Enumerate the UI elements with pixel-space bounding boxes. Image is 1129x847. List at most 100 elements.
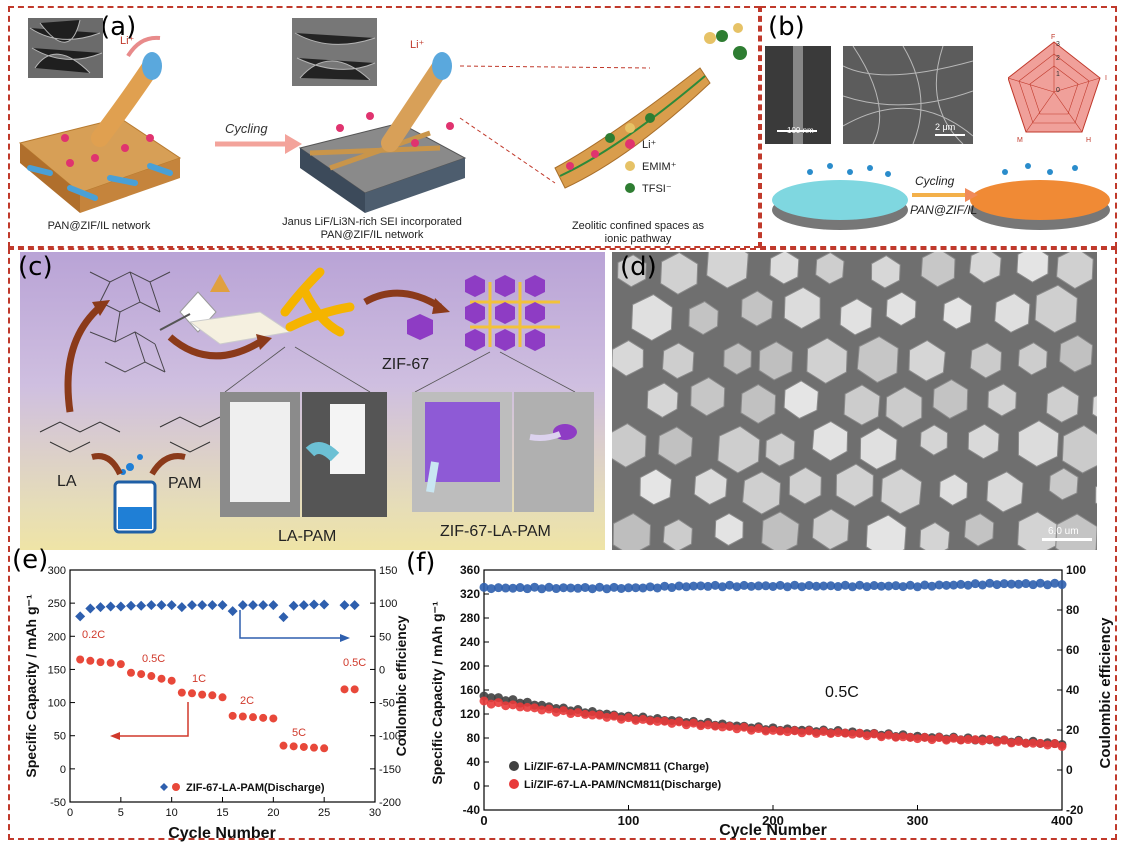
cycling-label-b: Cycling [915,174,955,188]
y-left-tick-label: 40 [467,755,481,769]
y-right-tick-label: -20 [1066,803,1084,817]
zif-crystal [788,466,822,505]
caption-zeolitic-2: ionic pathway [604,233,672,245]
discharge-point [616,714,626,724]
ce-point [537,584,547,594]
ce-point [602,584,612,594]
y-left-tick-label: 300 [48,565,66,577]
y-right-tick-label: 0 [379,664,385,676]
zif-crystal [859,427,898,470]
zif-crystal [963,513,995,547]
discharge-point [681,720,691,730]
y-left-tick-label: 100 [48,698,66,710]
fiber-mesh-2 [298,52,467,213]
discharge-point [522,702,532,712]
ce-point [156,600,167,611]
zif-crystal [742,471,782,515]
zif-crystal [646,382,679,418]
ce-point [739,580,749,590]
discharge-point [862,731,872,741]
ce-point [681,582,691,592]
panel-b-frame [760,6,1117,248]
y-left-tick-label: 120 [460,707,480,721]
discharge-point [746,725,756,735]
annotation-05c: 0.5C [825,684,859,701]
svg-text:3: 3 [1056,41,1060,48]
discharge-point [847,729,857,739]
ce-point [956,579,966,589]
svg-text:H: H [1086,137,1091,144]
discharge-point [631,715,641,725]
discharge-point [1057,741,1067,751]
ce-point [349,600,360,611]
zif-crystal [612,339,644,377]
capacity-point [76,655,85,664]
zif-crystal [661,342,695,380]
zif-crystal [987,383,1017,417]
discharge-point [941,735,951,745]
y-right-tick-label: 50 [379,631,391,643]
capacity-point [299,742,308,751]
ce-point [1050,578,1060,588]
ce-point [278,612,289,623]
panel-cd-frame [8,248,1117,840]
ce-point [941,580,951,590]
caption-zeolitic-1: Zeolitic confined spaces as [571,220,705,232]
ce-point [1043,580,1053,590]
discharge-point [566,709,576,719]
ce-point [197,600,208,611]
discharge-point [891,732,901,742]
ce-point [768,581,778,591]
discharge-point [710,721,720,731]
ce-point [501,583,511,593]
discharge-point [732,724,742,734]
rate-label: 2C [240,695,254,707]
sem-surface: 2 μm [843,46,973,144]
discharge-point [920,732,930,742]
discharge-point [515,702,525,712]
zif67-label: ZIF-67 [382,356,430,373]
y-right-tick-label: 150 [379,565,397,577]
capacity-point [340,685,349,694]
svg-text:M: M [1017,137,1023,144]
x-tick-label: 10 [166,807,178,819]
discharge-point [754,724,764,734]
discharge-point [1006,738,1016,748]
pan-zif-label: PAN@ZIF/IL [910,203,977,217]
ce-point [855,580,865,590]
capacity-point [269,714,278,723]
ce-point [115,601,126,612]
y-left-tick-label: 80 [467,731,481,745]
discharge-point [970,735,980,745]
zif-crystal [1061,424,1097,474]
zif-crystal [865,514,907,550]
capacity-point [106,658,115,667]
capacity-point [96,658,105,667]
zif-crystal [908,339,946,382]
ce-point [595,582,605,592]
discharge-point [717,722,727,732]
discharge-point [978,736,988,746]
ylabel-f-left: Specific Capacity / mAh g⁻¹ [429,601,445,785]
ce-point [920,580,930,590]
ce-point [1021,579,1031,589]
capacity-point [198,690,207,699]
radar-chart: F I H M T 3 2 1 0 [1008,34,1107,144]
legend-emim: EMIM⁺ [642,161,677,173]
capacity-point [188,689,196,698]
ce-point [85,603,96,614]
panel-a-label: (a) [100,12,137,42]
ce-point [710,580,720,590]
ce-point [797,582,807,592]
ce-point [587,584,597,594]
capacity-point [218,693,227,702]
svg-text:F: F [1051,34,1055,41]
rate-label: 1C [192,673,206,685]
zif-crystal [932,379,969,420]
zif-crystal [880,468,923,515]
ce-point [522,584,532,594]
scale-100nm: 100 nm [787,126,814,135]
y-left-tick-label: 250 [48,598,66,610]
capacity-point [238,712,247,721]
zif-crystal [967,423,1000,460]
